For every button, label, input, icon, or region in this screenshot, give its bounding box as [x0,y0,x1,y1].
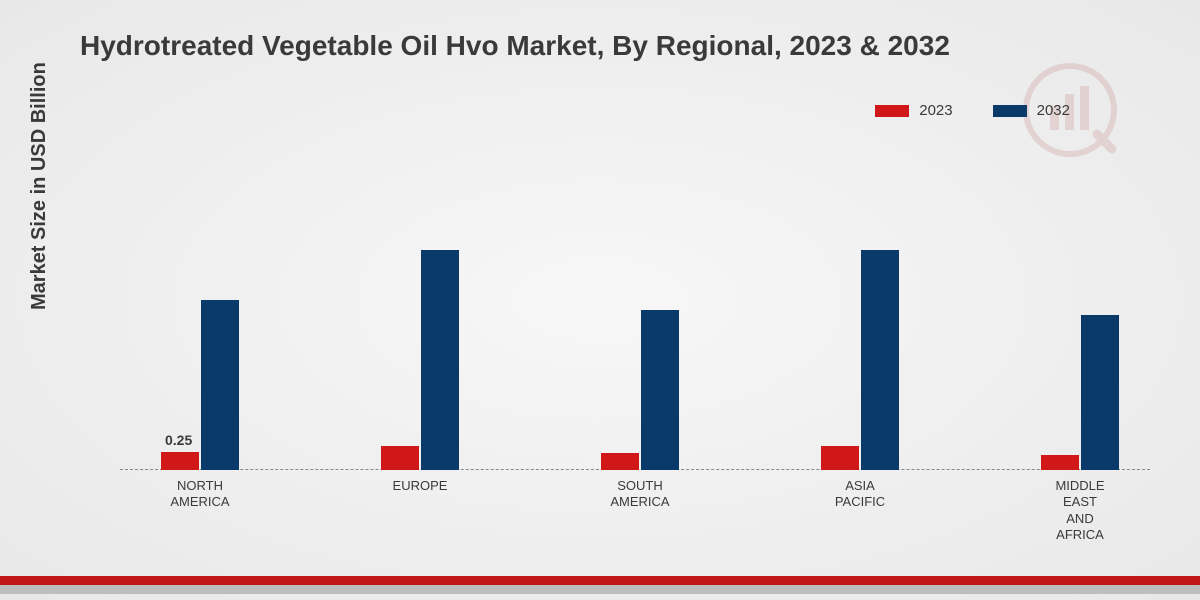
bar-asia_pacific-2032 [861,250,899,470]
group-mea [1020,150,1140,470]
legend-swatch-2023 [875,105,909,117]
category-label-south_america: SOUTHAMERICA [580,478,700,511]
group-north_america [140,150,260,470]
footer-shadow [0,585,1200,594]
legend: 2023 2032 [875,102,1070,119]
category-label-mea: MIDDLEEASTANDAFRICA [1020,478,1140,543]
bar-asia_pacific-2023 [821,446,859,470]
bar-south_america-2032 [641,310,679,470]
group-south_america [580,150,700,470]
legend-item-2032: 2032 [993,102,1070,119]
bar-mea-2032 [1081,315,1119,470]
chart-title: Hydrotreated Vegetable Oil Hvo Market, B… [80,30,950,62]
category-label-north_america: NORTHAMERICA [140,478,260,511]
bar-north_america-2023 [161,452,199,470]
legend-swatch-2032 [993,105,1027,117]
group-asia_pacific [800,150,920,470]
group-europe [360,150,480,470]
legend-label-2023: 2023 [919,102,952,119]
legend-item-2023: 2023 [875,102,952,119]
category-label-europe: EUROPE [360,478,480,494]
bar-europe-2032 [421,250,459,470]
value-label-north_america-2023: 0.25 [165,432,192,448]
bar-north_america-2032 [201,300,239,470]
bar-south_america-2023 [601,453,639,470]
bar-mea-2023 [1041,455,1079,470]
footer-bar [0,576,1200,585]
legend-label-2032: 2032 [1037,102,1070,119]
y-axis-label: Market Size in USD Billion [28,62,51,310]
category-label-asia_pacific: ASIAPACIFIC [800,478,920,511]
chart-area: NORTHAMERICAEUROPESOUTHAMERICAASIAPACIFI… [120,150,1150,470]
bar-europe-2023 [381,446,419,470]
